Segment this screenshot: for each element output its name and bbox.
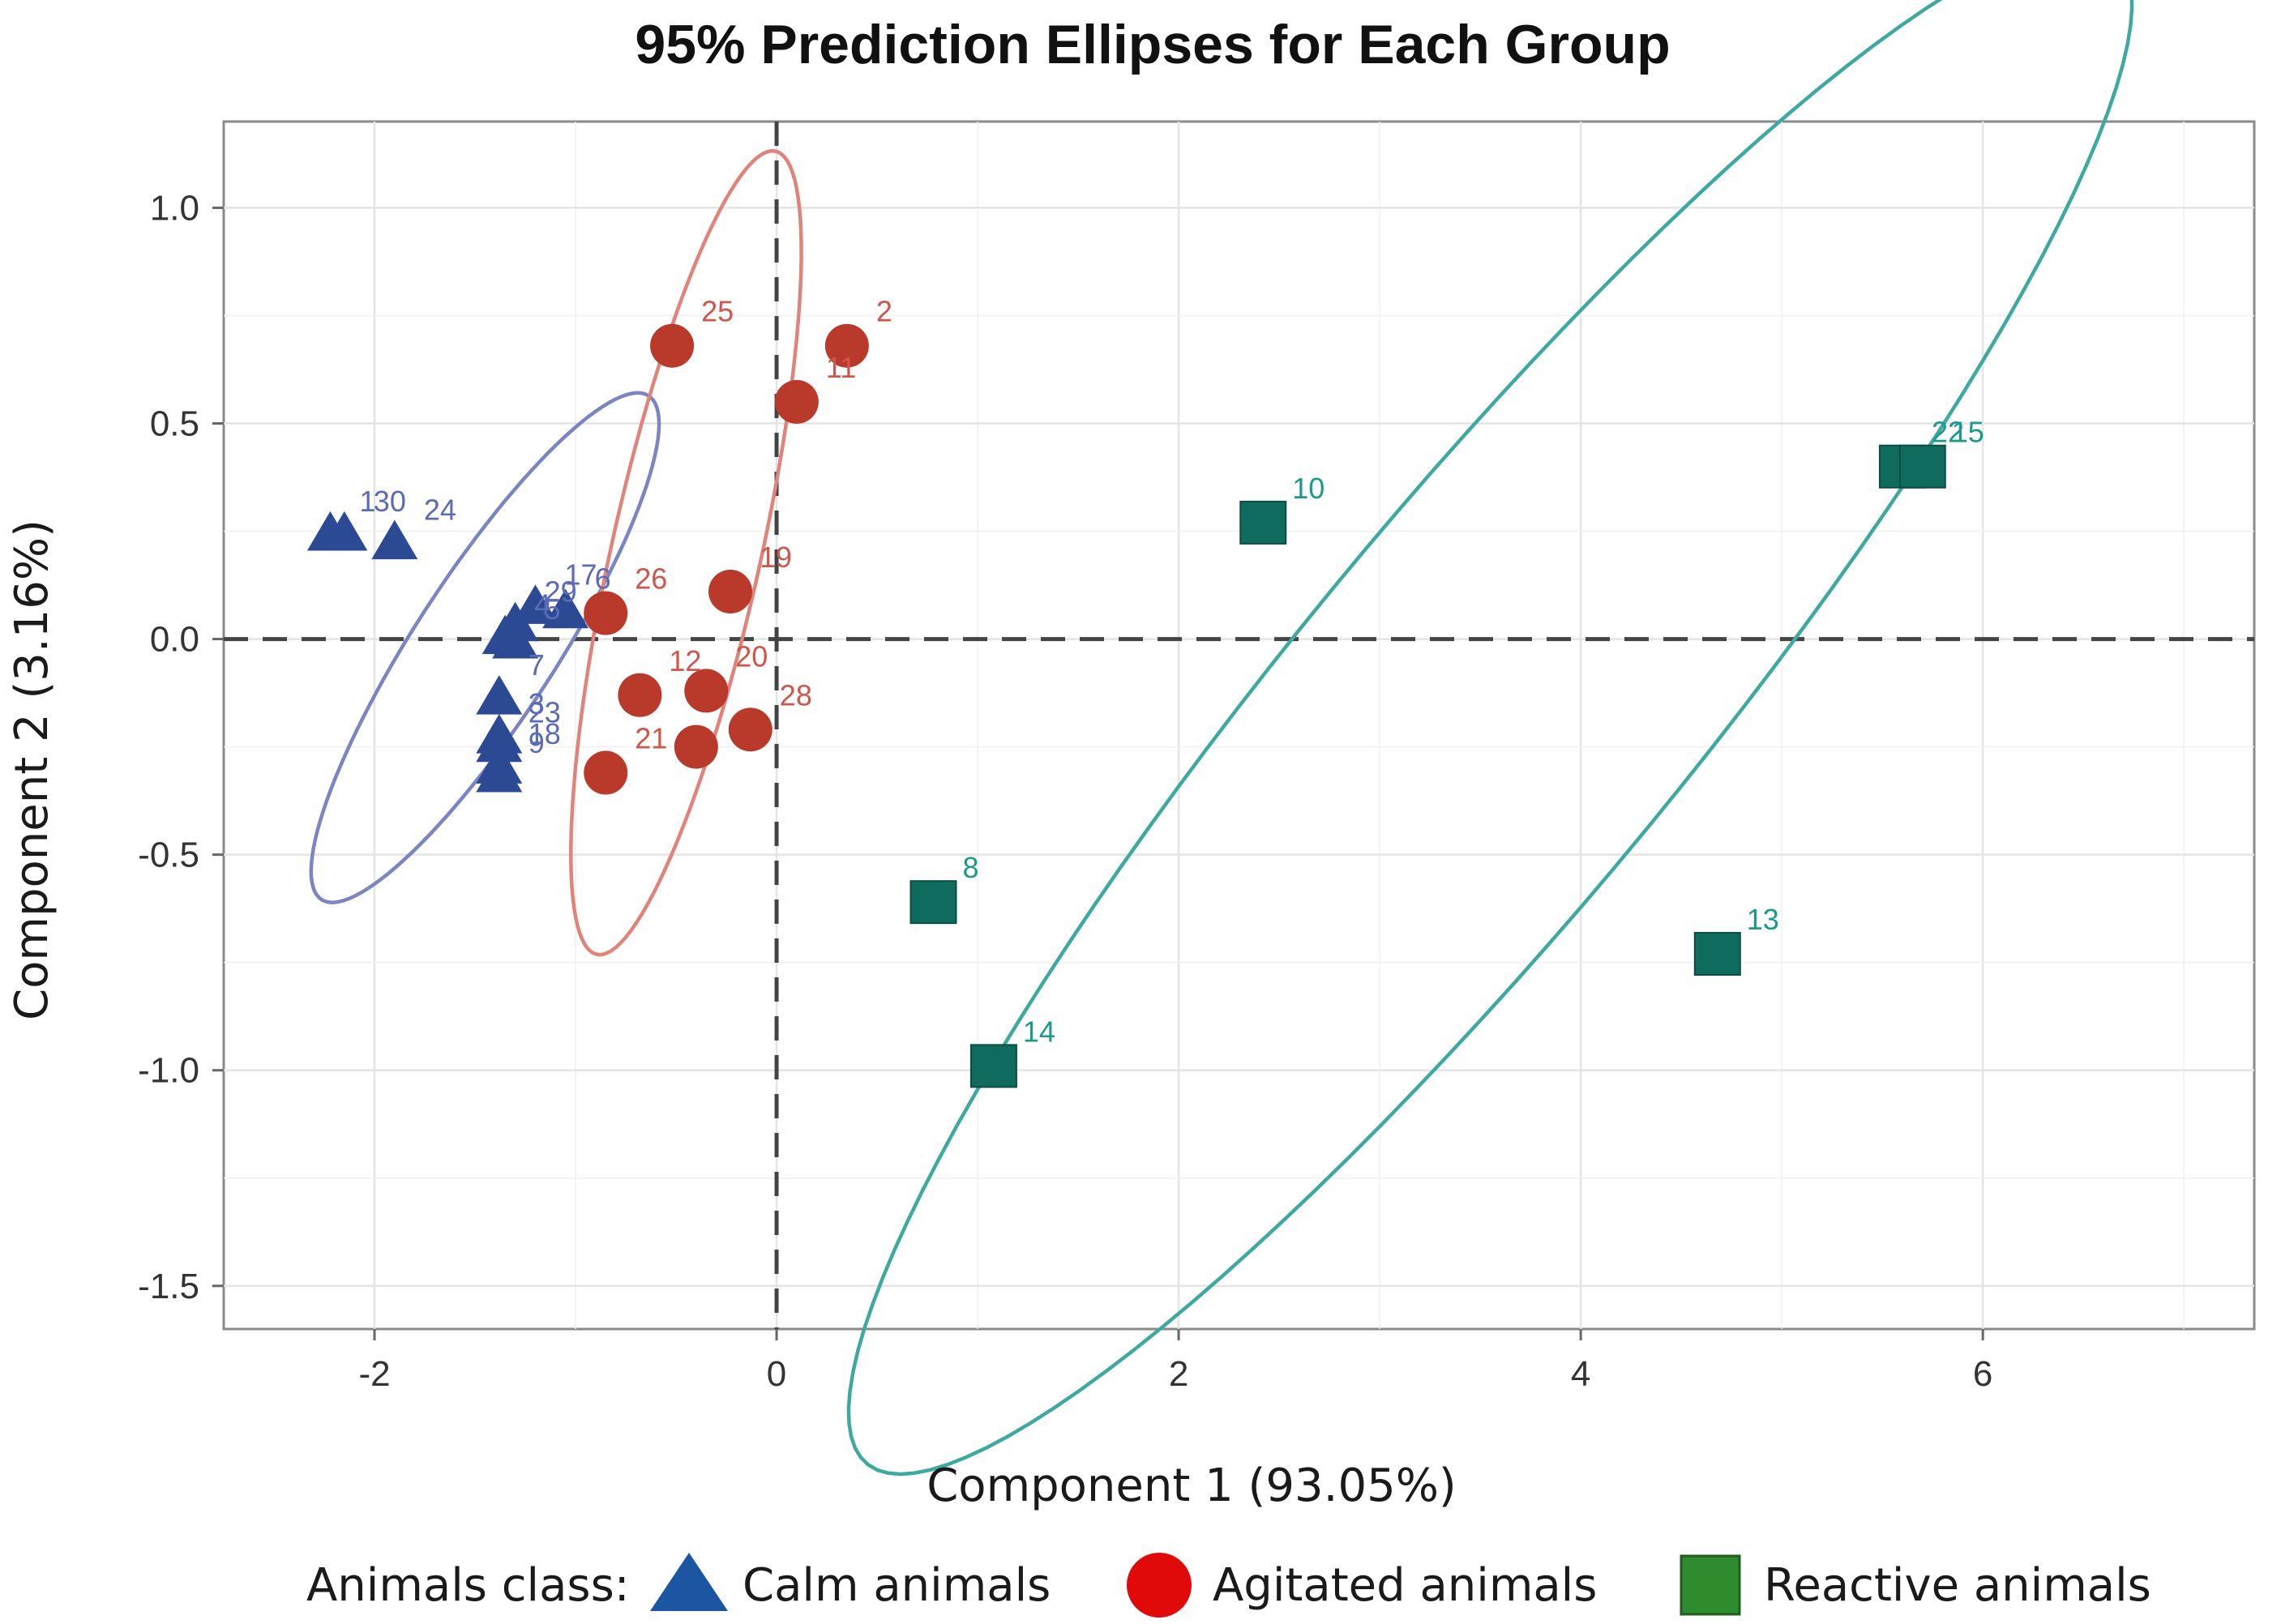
x-axis-ticks: -2 0 2 4 6 <box>358 1329 1992 1394</box>
y-tick-label: -0.5 <box>138 836 199 875</box>
reference-lines <box>224 122 2254 1329</box>
y-tick-label: -1.0 <box>138 1051 199 1091</box>
legend-label-agitated-animals: Agitated animals <box>1213 1559 1597 1612</box>
data-point-agitated-animals <box>774 379 819 424</box>
plot-panel <box>222 120 2256 1331</box>
ellipse-reactive-animals <box>846 0 2134 1477</box>
point-label: 14 <box>1023 1015 1055 1048</box>
data-point-reactive-animals <box>1898 444 1946 489</box>
data-points <box>306 323 1946 1088</box>
x-axis-title: Component 1 (93.05%) <box>927 1459 1457 1512</box>
x-tick-label: 4 <box>1571 1354 1590 1394</box>
point-label: 9 <box>529 726 545 759</box>
legend-key-agitated-animals <box>1127 1553 1192 1618</box>
data-point-agitated-animals <box>674 724 718 769</box>
point-label: 10 <box>1292 472 1325 505</box>
y-tick-label: 1.0 <box>150 188 199 228</box>
point-label: 26 <box>635 562 667 596</box>
y-tick-label: -1.5 <box>138 1267 199 1306</box>
data-point-calm-animals <box>371 519 418 560</box>
x-tick-label: -2 <box>358 1354 390 1394</box>
point-label: 23 <box>529 696 561 729</box>
x-tick-label: 0 <box>767 1354 786 1394</box>
grid <box>224 122 2254 1329</box>
point-label: 29 <box>545 575 577 609</box>
point-label: 11 <box>826 351 856 384</box>
point-label: 17 <box>564 558 597 591</box>
point-label: 7 <box>529 648 545 682</box>
y-axis-title: Component 2 (3.16%) <box>6 519 58 1020</box>
data-point-calm-animals <box>476 722 523 763</box>
point-label: 5 <box>545 592 561 626</box>
x-tick-label: 2 <box>1169 1354 1188 1394</box>
point-label: 19 <box>760 541 792 574</box>
point-label: 2 <box>876 295 892 328</box>
point-label: 6 <box>595 562 611 596</box>
data-point-agitated-animals <box>584 750 628 795</box>
data-point-agitated-animals <box>728 707 772 752</box>
legend: Animals class: Calm animals Agitated anim… <box>306 1553 2151 1618</box>
data-point-agitated-animals <box>618 673 662 717</box>
data-point-calm-animals <box>476 752 523 793</box>
data-point-calm-animals <box>321 511 368 551</box>
chart-title: 95% Prediction Ellipses for Each Group <box>635 14 1670 75</box>
point-label: 24 <box>424 494 456 527</box>
legend-key-reactive-animals <box>1680 1554 1741 1616</box>
data-point-agitated-animals <box>824 323 869 368</box>
point-label: 22 <box>1932 416 1964 449</box>
point-label: 25 <box>701 295 734 328</box>
data-point-reactive-animals <box>969 1044 1017 1088</box>
data-point-calm-animals <box>492 618 539 659</box>
legend-label-reactive-animals: Reactive animals <box>1764 1559 2151 1612</box>
x-tick-label: 6 <box>1973 1354 1992 1394</box>
data-point-reactive-animals <box>1239 500 1287 545</box>
point-label: 28 <box>780 678 812 712</box>
legend-title: Animals class: <box>306 1559 630 1612</box>
point-label: 20 <box>735 639 768 673</box>
legend-label-calm-animals: Calm animals <box>743 1559 1051 1612</box>
y-tick-label: 0.5 <box>150 404 199 444</box>
data-point-calm-animals <box>511 584 558 624</box>
point-label: 12 <box>669 644 701 677</box>
data-point-calm-animals <box>542 588 589 629</box>
data-point-agitated-animals <box>708 570 753 614</box>
y-tick-label: 0.0 <box>150 620 199 660</box>
point-label: 4 <box>534 588 550 622</box>
point-label: 18 <box>529 717 561 750</box>
y-axis-ticks: 1.0 0.5 0.0 -0.5 -1.0 -1.5 <box>138 188 224 1306</box>
point-label: 30 <box>374 485 406 518</box>
data-point-reactive-animals <box>909 880 957 925</box>
point-label: 15 <box>1952 416 1984 449</box>
point-label: 13 <box>1747 903 1779 936</box>
point-label: 8 <box>963 851 979 884</box>
data-point-reactive-animals <box>1693 932 1741 977</box>
data-point-calm-animals <box>476 675 523 715</box>
data-point-agitated-animals <box>684 669 729 713</box>
point-label: 1 <box>359 485 375 518</box>
data-point-agitated-animals <box>584 591 628 635</box>
point-label: 21 <box>635 722 667 755</box>
point-label: 3 <box>529 687 545 720</box>
data-point-agitated-animals <box>650 323 695 368</box>
legend-key-calm-animals <box>650 1553 728 1611</box>
